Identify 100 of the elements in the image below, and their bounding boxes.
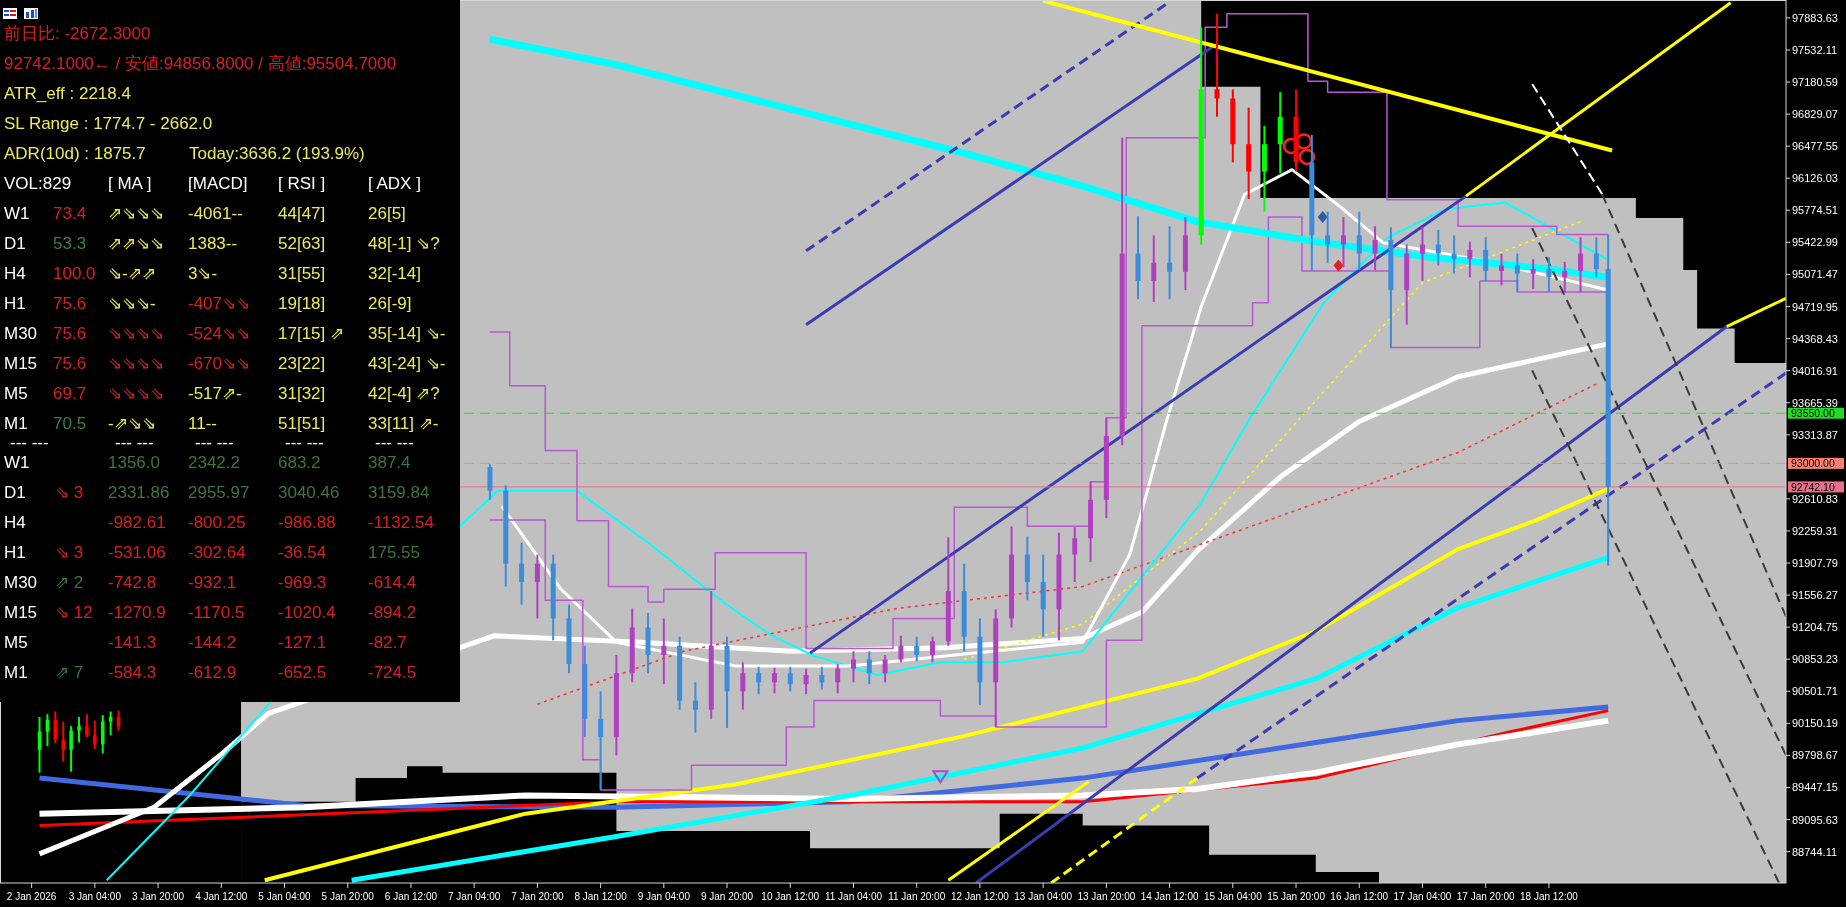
y-tick-label: 90501.71	[1792, 685, 1838, 698]
text: 1356.0	[108, 452, 160, 472]
y-tick-label: 91204.75	[1792, 621, 1838, 634]
x-tick-label: 11 Jan 20:00	[888, 890, 946, 902]
candlestick	[1562, 260, 1568, 293]
y-tick-label: 92610.83	[1792, 492, 1838, 505]
text: ⇗ 2	[55, 572, 84, 592]
line-series	[963, 220, 1582, 661]
text: 75.6	[53, 293, 87, 313]
category-label: H1	[4, 293, 26, 313]
candlestick	[882, 653, 888, 684]
candlestick	[1356, 210, 1362, 272]
text: -1132.54	[368, 512, 434, 532]
candlestick	[787, 665, 793, 693]
candlestick	[1451, 234, 1457, 275]
text: 35[-14] ⇘-	[368, 323, 446, 343]
x-tick-label: 7 Jan 04:00	[448, 890, 501, 902]
candlestick	[1072, 526, 1078, 583]
candlestick	[835, 663, 841, 695]
x-tick-label: 10 Jan 12:00	[761, 890, 820, 902]
text: ⇗ 7	[55, 662, 84, 682]
text: 1383--	[188, 233, 238, 253]
candlestick	[534, 553, 540, 620]
text: 31[32]	[278, 383, 326, 403]
candlestick	[1578, 236, 1584, 293]
annotation: --- ---	[10, 432, 49, 452]
annotation: 92742.1000← / 安値:94856.8000 / 高値:95504.7000	[4, 53, 397, 73]
y-tick-label: 90150.19	[1792, 717, 1838, 730]
y-tick-label: 91556.27	[1792, 589, 1838, 602]
text: 70.5	[53, 413, 87, 433]
candlestick	[850, 650, 856, 684]
y-tick-label: 93665.39	[1792, 396, 1838, 409]
category-label: H1	[4, 542, 26, 562]
point	[1317, 211, 1328, 224]
candlestick	[930, 635, 936, 664]
x-tick-label: 4 Jan 12:00	[195, 890, 248, 902]
annotation: VOL:829	[4, 173, 72, 193]
candlestick	[1530, 258, 1536, 291]
candlestick	[1151, 234, 1157, 303]
y-tick-label: 96477.55	[1792, 140, 1838, 153]
text: 33[11] ⇗-	[368, 413, 439, 433]
candlestick	[1593, 236, 1599, 279]
category-label: M5	[4, 383, 28, 403]
x-tick-label: 17 Jan 20:00	[1456, 890, 1516, 902]
text: 53.3	[53, 233, 87, 253]
ref-line-label: 93550.00	[1791, 407, 1835, 420]
y-tick-label: 95071.47	[1792, 268, 1838, 281]
category-label: M5	[4, 632, 28, 652]
x-tick-label: 15 Jan 20:00	[1267, 890, 1326, 902]
category-label: M30	[4, 323, 38, 343]
annotation: --- ---	[285, 432, 324, 452]
x-tick-label: 18 Jan 12:00	[1520, 890, 1579, 902]
annotation: Today:3636.2 (193.9%)	[189, 143, 365, 163]
annotation: ADR(10d) : 1875.7	[4, 143, 146, 163]
annotation: SL Range : 1774.7 - 2662.0	[4, 113, 213, 133]
point	[932, 770, 949, 784]
text: 75.6	[53, 323, 87, 343]
category-label: [ RSI ]	[278, 173, 326, 193]
text: 52[63]	[278, 233, 326, 253]
x-tick-label: 6 Jan 12:00	[384, 890, 438, 902]
candlestick	[1214, 12, 1220, 118]
text: ⇘-⇗⇗	[108, 263, 156, 283]
x-tick-label: 7 Jan 20:00	[511, 890, 564, 902]
text: -524⇘⇘	[188, 323, 251, 343]
text: ⇘⇘⇘-	[108, 293, 156, 313]
category-label: D1	[4, 233, 26, 253]
text: ⇗⇗⇘⇘	[108, 233, 164, 253]
x-tick-label: 14 Jan 12:00	[1140, 890, 1199, 902]
text: -932.1	[188, 572, 237, 592]
candlestick	[1514, 252, 1520, 293]
text: -531.06	[108, 542, 166, 562]
category-label: H4	[4, 512, 26, 532]
candlestick	[77, 715, 81, 744]
text: 51[51]	[278, 413, 326, 433]
candlestick	[69, 725, 73, 773]
y-tick-label: 97180.59	[1792, 76, 1838, 89]
candlestick	[771, 666, 777, 695]
y-tick-label: 88744.11	[1792, 845, 1838, 858]
point	[1333, 259, 1344, 272]
text: 11--	[188, 413, 217, 433]
y-tick-label: 89798.67	[1792, 749, 1838, 762]
candlestick	[819, 665, 825, 691]
text: 3040.46	[278, 482, 340, 502]
candlestick	[740, 661, 746, 711]
text: 26[5]	[368, 203, 406, 223]
candlestick	[866, 650, 872, 686]
candlestick	[692, 681, 698, 734]
candlestick	[61, 720, 65, 763]
text: -584.3	[108, 662, 157, 682]
y-tick-label: 94719.95	[1792, 300, 1838, 313]
y-tick-label: 97883.63	[1792, 11, 1838, 24]
x-tick-label: 16 Jan 12:00	[1330, 890, 1389, 902]
text: 100.0	[53, 263, 96, 283]
candlestick	[756, 665, 762, 696]
candlestick	[1435, 228, 1441, 267]
x-tick-label: 3 Jan 04:00	[68, 890, 122, 902]
candlestick	[914, 635, 920, 663]
text: -302.64	[188, 542, 246, 562]
category-label: [ ADX ]	[368, 173, 421, 193]
text: -614.4	[368, 572, 417, 592]
